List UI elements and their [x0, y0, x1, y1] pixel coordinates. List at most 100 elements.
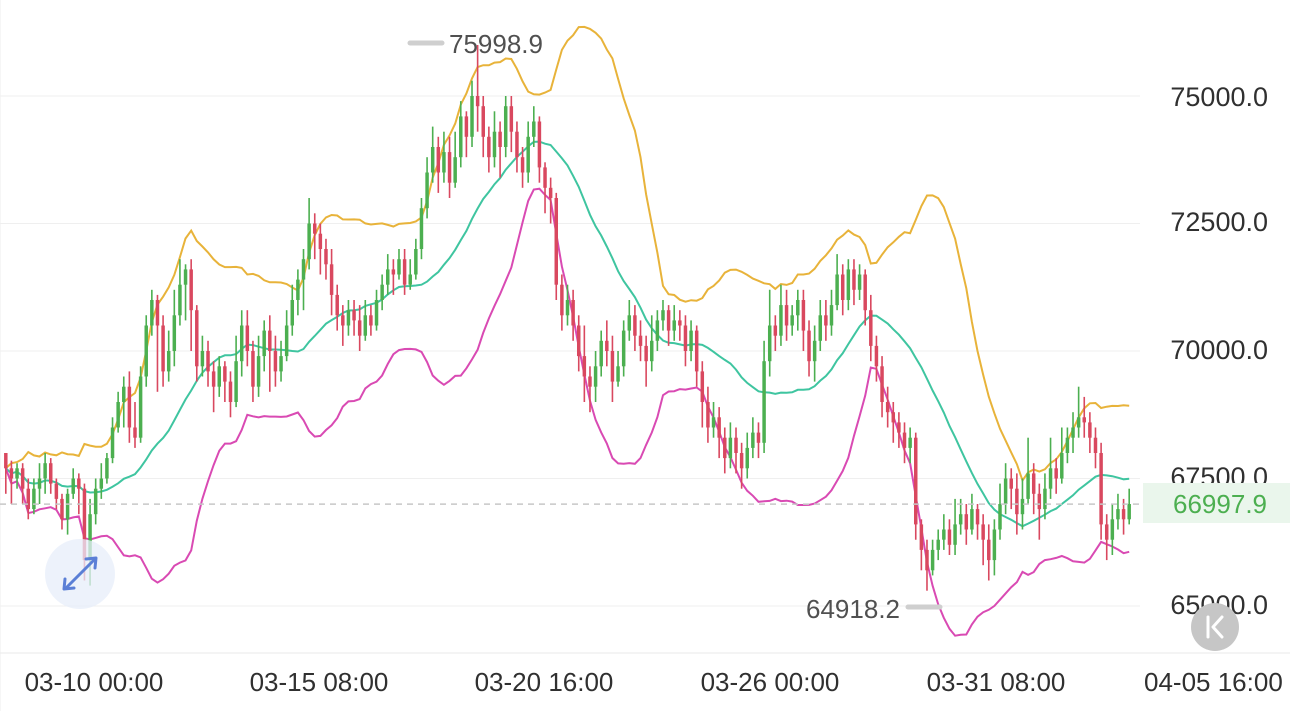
- candle: [37, 478, 42, 489]
- candle: [256, 356, 261, 387]
- candle: [116, 402, 120, 428]
- candle: [1054, 468, 1058, 479]
- candle: [166, 351, 171, 372]
- candle: [1009, 478, 1013, 489]
- candle: [206, 351, 210, 372]
- candle: [700, 371, 705, 402]
- candle: [487, 136, 491, 158]
- candle: [734, 437, 738, 453]
- candle: [655, 320, 660, 341]
- candle: [430, 147, 435, 173]
- candle: [492, 131, 497, 158]
- candle: [503, 106, 508, 147]
- candle: [268, 330, 272, 351]
- candle: [981, 524, 985, 540]
- candle: [155, 300, 160, 326]
- candle: [582, 356, 587, 377]
- candle: [1043, 488, 1047, 510]
- candle: [352, 310, 356, 321]
- current-price-tag[interactable]: 66997.9: [1143, 483, 1290, 523]
- candle: [987, 539, 991, 561]
- candle: [20, 468, 25, 489]
- candle: [857, 274, 862, 290]
- y-tick-label: 70000.0: [1170, 335, 1268, 365]
- candle: [436, 147, 441, 173]
- x-tick-label: 03-10 00:00: [25, 667, 164, 697]
- candle: [82, 488, 87, 561]
- candle: [835, 274, 839, 306]
- candle: [1065, 437, 1070, 453]
- period-high-marker: 75998.9: [407, 29, 543, 59]
- expand-button[interactable]: [45, 539, 115, 609]
- candle: [650, 340, 654, 362]
- candle: [4, 453, 8, 469]
- candle: [296, 279, 300, 300]
- candle: [666, 310, 671, 331]
- candle: [312, 223, 317, 234]
- candle: [1003, 478, 1008, 504]
- candle: [195, 310, 199, 367]
- candle: [380, 284, 384, 300]
- candle: [386, 269, 390, 285]
- candle: [627, 315, 632, 331]
- candles: [4, 45, 1131, 591]
- candle: [610, 351, 615, 382]
- candle: [801, 300, 806, 331]
- candle: [464, 116, 469, 137]
- candle: [1020, 498, 1025, 515]
- candle: [914, 437, 918, 525]
- candle: [880, 366, 884, 402]
- candle: [245, 325, 250, 351]
- candle: [824, 315, 828, 326]
- middle-band-line: [5, 140, 1130, 528]
- candle: [1104, 524, 1109, 540]
- candle: [65, 493, 70, 520]
- candle: [369, 315, 373, 326]
- grid-lines: [0, 95, 1140, 607]
- candle: [273, 351, 278, 372]
- candle: [71, 478, 75, 494]
- candle: [54, 483, 59, 499]
- expand-arrows-icon: [62, 556, 98, 591]
- candle: [728, 437, 733, 459]
- candle: [672, 320, 676, 331]
- candle: [290, 300, 295, 326]
- period-low-label: 64918.2: [806, 594, 900, 624]
- candle: [99, 478, 104, 489]
- candle: [363, 315, 368, 336]
- candle: [1015, 488, 1019, 515]
- candle: [262, 330, 266, 357]
- candle: [442, 152, 446, 173]
- candle: [453, 157, 457, 183]
- candle: [178, 284, 182, 316]
- candle: [992, 529, 997, 561]
- candle: [49, 463, 53, 484]
- candle: [694, 330, 699, 372]
- candle: [189, 269, 193, 311]
- x-tick-label: 04-05 16:00: [1144, 667, 1283, 697]
- candle: [419, 208, 424, 249]
- candle: [998, 504, 1002, 530]
- candle: [391, 269, 396, 275]
- candle: [745, 447, 749, 469]
- candle: [925, 549, 929, 571]
- candle: [739, 453, 744, 469]
- candle: [279, 356, 283, 372]
- period-low-marker: 64918.2: [806, 594, 943, 624]
- candle: [661, 310, 665, 321]
- candle: [223, 366, 227, 382]
- candle: [1071, 427, 1075, 438]
- jump-to-latest-button[interactable]: [1191, 603, 1239, 651]
- candle: [807, 330, 811, 362]
- candle: [885, 402, 890, 413]
- candle: [930, 549, 935, 571]
- candle: [773, 325, 778, 336]
- candle: [307, 223, 311, 260]
- candle: [228, 381, 233, 402]
- candle: [796, 300, 800, 316]
- current-price-tag-bg: [1143, 483, 1290, 523]
- candle: [644, 345, 648, 362]
- candle: [183, 269, 188, 285]
